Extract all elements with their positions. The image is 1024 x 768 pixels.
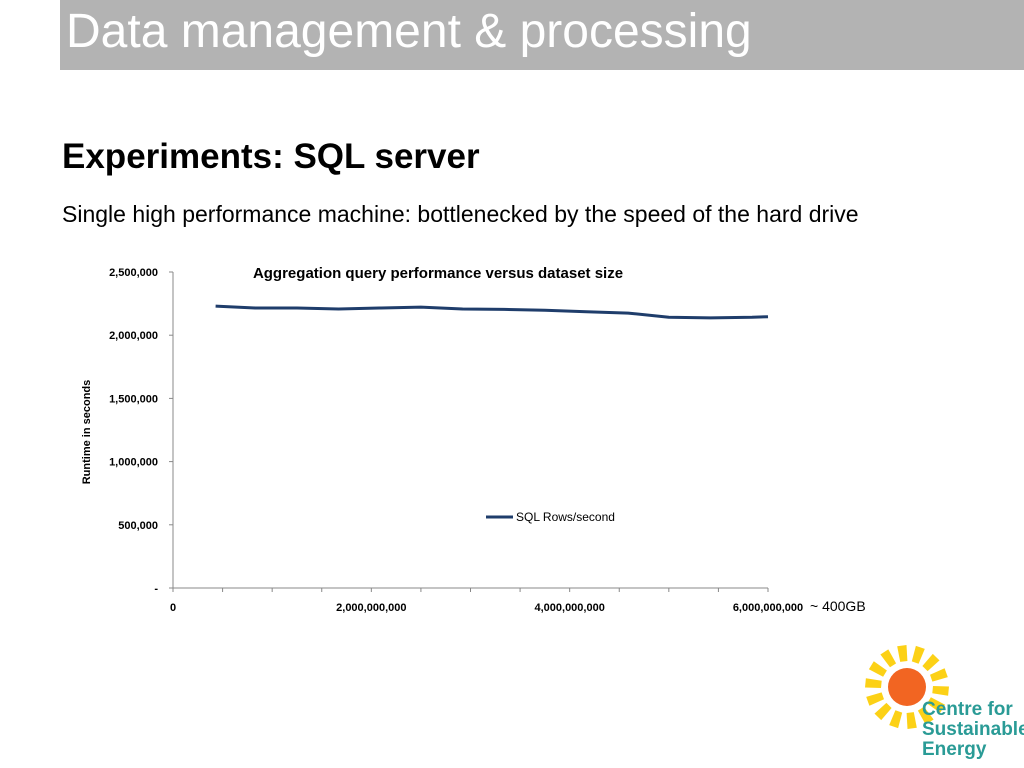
y-tick-label: 2,500,000 bbox=[109, 267, 158, 279]
sun-ray-icon bbox=[911, 645, 925, 664]
y-axis-label: Runtime in seconds bbox=[81, 380, 93, 485]
dataset-size-note: ~ 400GB bbox=[810, 598, 866, 614]
x-tick-label: 2,000,000,000 bbox=[336, 602, 406, 614]
sun-ray-icon bbox=[930, 668, 948, 682]
chart-ticks: - 500,000 1,000,000 1,500,000 2,000,000 2,500… bbox=[109, 267, 803, 614]
y-tick-label: 500,000 bbox=[118, 520, 158, 532]
sun-ray-icon bbox=[906, 712, 917, 729]
sun-ray-icon bbox=[932, 686, 949, 696]
sun-ray-icon bbox=[880, 649, 897, 668]
sun-ray-icon bbox=[865, 678, 882, 688]
sun-ray-icon bbox=[866, 692, 884, 706]
sun-ray-icon bbox=[897, 645, 908, 662]
x-tick-label: 4,000,000,000 bbox=[534, 602, 604, 614]
y-tick-label: 1,500,000 bbox=[109, 393, 158, 405]
slide-heading: Experiments: SQL server bbox=[62, 137, 480, 176]
sun-ray-icon bbox=[874, 702, 892, 721]
x-tick-label: 0 bbox=[170, 602, 176, 614]
logo-line-2: Sustainable bbox=[922, 719, 1024, 740]
slide-subtext: Single high performance machine: bottlen… bbox=[62, 201, 859, 227]
chart-legend: SQL Rows/second bbox=[486, 510, 615, 524]
organisation-logo-text: Centre for Sustainable Energy bbox=[922, 700, 1024, 760]
sun-core-icon bbox=[888, 668, 926, 706]
chart-title: Aggregation query performance versus dat… bbox=[253, 265, 623, 282]
series-line bbox=[215, 304, 769, 320]
title-bar bbox=[60, 0, 1024, 70]
x-tick-label: 6,000,000,000 bbox=[733, 602, 803, 614]
legend-label: SQL Rows/second bbox=[516, 510, 615, 524]
sun-ray-icon bbox=[917, 706, 934, 725]
logo-line-3: Energy bbox=[922, 739, 987, 760]
sun-ray-icon bbox=[889, 710, 903, 729]
y-tick-label: 2,000,000 bbox=[109, 330, 158, 342]
sun-ray-icon bbox=[922, 653, 940, 672]
logo-line-1: Centre for bbox=[922, 699, 1013, 720]
y-tick-label: - bbox=[154, 583, 158, 595]
y-tick-label: 1,000,000 bbox=[109, 457, 158, 469]
sun-ray-icon bbox=[927, 697, 946, 713]
slide-title: Data management & processing bbox=[66, 5, 752, 58]
sun-ray-icon bbox=[868, 661, 887, 677]
sun-logo-icon bbox=[865, 645, 949, 729]
chart-series bbox=[215, 304, 769, 320]
chart-axes bbox=[172, 272, 768, 589]
